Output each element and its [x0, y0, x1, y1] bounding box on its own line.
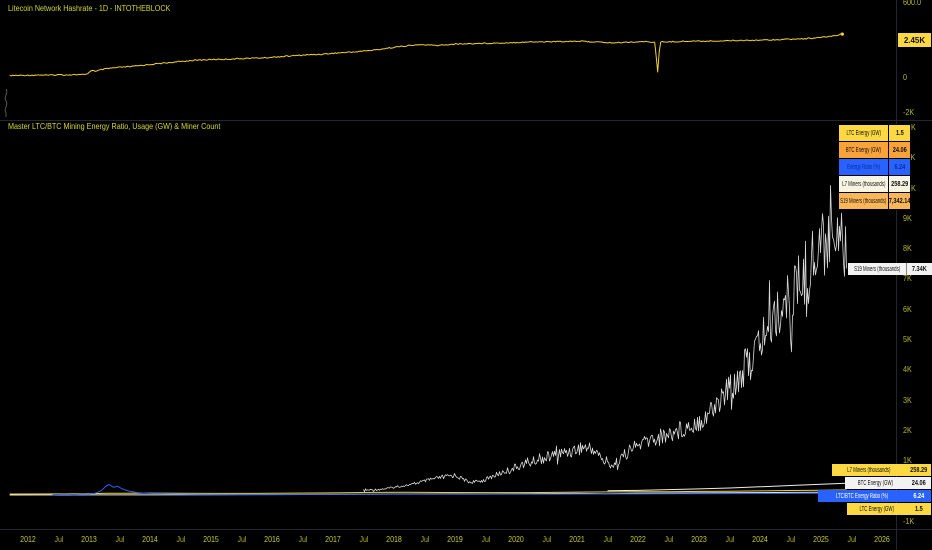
legend-label: S19 Miners (thousands) [839, 193, 889, 209]
time-tick: Jul [419, 535, 430, 544]
legend-value: 24.06 [892, 146, 907, 154]
time-axis-border [0, 529, 932, 530]
pane1-ytick: 0 [903, 72, 908, 82]
legend-value: 258.29 [890, 180, 909, 188]
series-line-s19-miners-thousands- [363, 185, 847, 493]
time-tick: 2022 [630, 535, 646, 544]
pane-handle-squiggle-icon [4, 88, 8, 117]
legend-value: 7,342.14 [889, 197, 910, 205]
time-tick: 2017 [325, 535, 341, 544]
price-badge-value: 1.5 [906, 503, 931, 515]
series-last-point [840, 32, 844, 36]
price-scale-border [896, 0, 897, 550]
time-tick: 2015 [203, 535, 219, 544]
price-badge-value: 6.24 [906, 490, 931, 502]
pane2-ytick: 3K [903, 395, 912, 405]
pane-divider[interactable] [0, 120, 932, 121]
time-tick: 2020 [508, 535, 524, 544]
legend-value: 1.5 [895, 129, 904, 137]
series-line-l7-miners-thousands- [607, 482, 847, 492]
time-tick: 2021 [569, 535, 585, 544]
time-tick: 2013 [81, 535, 97, 544]
legend-row[interactable]: Energy Ratio (%) 6.24 [839, 159, 910, 176]
pane1-last-price-badge: 2.45K [898, 33, 931, 47]
pane2-ytick: 7K [903, 274, 912, 284]
series-line-ltc-btc-energy-ratio- [52, 484, 847, 496]
time-tick: 2024 [752, 535, 768, 544]
time-tick: Jul [175, 535, 186, 544]
series-line-ltc-energy-gw- [9, 489, 847, 495]
legend-value: 6.24 [894, 163, 905, 171]
pane2-ytick: 4K [903, 365, 912, 375]
legend-row[interactable]: S19 Miners (thousands) 7,342.14 [839, 193, 910, 209]
time-tick: 2025 [813, 535, 829, 544]
legend-row[interactable]: LTC Energy (GW) 1.5 [839, 125, 910, 142]
time-tick: Jul [724, 535, 735, 544]
time-tick: Jul [114, 535, 125, 544]
pane2-title: Master LTC/BTC Mining Energy Ratio, Usag… [8, 122, 221, 131]
pane2-ytick: 1K [903, 456, 912, 466]
time-tick: 2018 [386, 535, 402, 544]
legend-label: BTC Energy (GW) [839, 142, 889, 158]
time-tick: Jul [480, 535, 491, 544]
price-badge-label: LTC/BTC Energy Ratio (%) [818, 490, 906, 502]
price-badge-label: LTC Energy (GW) [846, 503, 906, 515]
s19-floating-badge: S19 Miners (thousands) 7.34K [848, 263, 932, 275]
time-tick: 2019 [447, 535, 463, 544]
pane2-ytick: 2K [903, 425, 912, 435]
legend-row[interactable]: L7 Miners (thousands) 258.29 [839, 176, 910, 193]
legend-label: L7 Miners (thousands) [839, 176, 889, 192]
time-tick: Jul [846, 535, 857, 544]
legend-label: Energy Ratio (%) [839, 159, 889, 175]
price-badge-label: L7 Miners (thousands) [832, 464, 906, 476]
pane2-ytick: 8K [903, 244, 912, 254]
pane1-ytick: -2K [903, 107, 915, 117]
series-line-litecoin-network-hashrate [9, 33, 843, 77]
pane2-ytick: 6K [903, 304, 912, 314]
time-tick: Jul [541, 535, 552, 544]
legend-row[interactable]: BTC Energy (GW) 24.06 [839, 142, 910, 159]
time-tick: Jul [236, 535, 247, 544]
pane2-ytick: -1K [903, 516, 915, 526]
time-tick: Jul [358, 535, 369, 544]
time-tick: Jul [785, 535, 796, 544]
time-tick: Jul [297, 535, 308, 544]
time-tick: 2026 [874, 535, 890, 544]
pane1-title: Litecoin Network Hashrate - 1D - INTOTHE… [8, 4, 171, 13]
time-tick: Jul [663, 535, 674, 544]
time-tick: 2023 [691, 535, 707, 544]
price-badge-value: 24.06 [906, 477, 931, 489]
time-tick: 2016 [264, 535, 280, 544]
legend-table: LTC Energy (GW) 1.5 BTC Energy (GW) 24.06 En… [838, 124, 911, 210]
s19-floating-badge-label: S19 Miners (thousands) [848, 263, 907, 275]
pane2-ytick: 9K [903, 213, 912, 223]
price-badge-value: 258.29 [906, 464, 931, 476]
pane1-ytick: 600.0 [903, 0, 922, 7]
price-badge-label: BTC Energy (GW) [845, 477, 906, 489]
time-tick: 2012 [20, 535, 36, 544]
time-tick: Jul [602, 535, 613, 544]
legend-label: LTC Energy (GW) [839, 125, 889, 141]
s19-floating-badge-value: 7.34K [907, 263, 932, 275]
time-tick: 2014 [142, 535, 158, 544]
pane2-ytick: 5K [903, 335, 912, 344]
time-tick: Jul [53, 535, 64, 544]
